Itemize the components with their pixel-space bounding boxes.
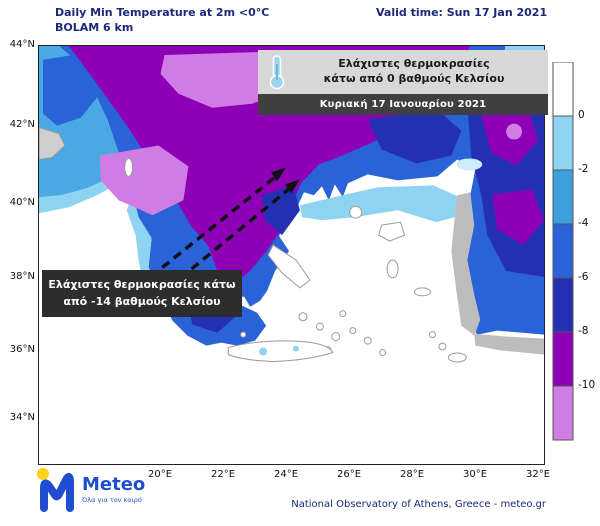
lon-label: 32°E bbox=[525, 469, 551, 480]
lon-label: 24°E bbox=[273, 469, 299, 480]
logo-tagline: Όλα για τον καιρό bbox=[82, 496, 142, 504]
arrow-head-icon bbox=[271, 167, 300, 194]
lon-label: 26°E bbox=[336, 469, 362, 480]
credit-text: National Observatory of Athens, Greece -… bbox=[291, 499, 546, 510]
logo-name: Meteo bbox=[82, 474, 146, 495]
info-annotation-box: Ελάχιστες θερμοκρασίες κάτω από 0 βαθμού… bbox=[258, 50, 548, 115]
lon-label: 22°E bbox=[210, 469, 236, 480]
model-label: BOLAM 6 km bbox=[55, 21, 134, 34]
colorbar-tick: -6 bbox=[578, 271, 589, 283]
valid-time-label: Valid time: Sun 17 Jan 2021 bbox=[376, 6, 548, 19]
colorbar-tick: -4 bbox=[578, 217, 589, 229]
map-title: Daily Min Temperature at 2m <0°C bbox=[55, 6, 270, 19]
colorbar-tick: -10 bbox=[578, 379, 596, 391]
colorbar-tick: -8 bbox=[578, 325, 589, 337]
lon-label: 28°E bbox=[399, 469, 425, 480]
thermometer-icon bbox=[269, 55, 285, 90]
meteo-logo-icon bbox=[37, 468, 74, 512]
lat-label: 36°N bbox=[9, 344, 35, 355]
marmara-sea bbox=[456, 158, 483, 171]
north-aegean-sea bbox=[299, 185, 462, 223]
dashed-arrow bbox=[149, 175, 292, 290]
warm-coast-gray bbox=[451, 192, 481, 336]
colorbar-tick: -2 bbox=[578, 163, 589, 175]
lon-label: 20°E bbox=[147, 469, 173, 480]
callout-annotation-box: Ελάχιστες θερμοκρασίες κάτω από -14 βαθμ… bbox=[42, 270, 242, 317]
lon-label: 30°E bbox=[462, 469, 488, 480]
meteo-logo: Meteo Όλα για τον καιρό bbox=[34, 464, 145, 514]
cold-zone-navy bbox=[367, 109, 462, 164]
info-annotation-text: Ελάχιστες θερμοκρασίες κάτω από 0 βαθμού… bbox=[323, 57, 505, 85]
lat-label: 38°N bbox=[9, 271, 35, 282]
colorbar bbox=[552, 62, 574, 441]
lat-label: 34°N bbox=[9, 412, 35, 423]
lat-label: 42°N bbox=[9, 119, 35, 130]
lat-label: 40°N bbox=[9, 197, 35, 208]
islands bbox=[124, 157, 467, 363]
colorbar-tick: 0 bbox=[578, 109, 585, 121]
info-annotation-date: Κυριακή 17 Ιανουαρίου 2021 bbox=[258, 94, 548, 115]
crete-island bbox=[227, 340, 334, 362]
lat-label: 44°N bbox=[9, 39, 35, 50]
